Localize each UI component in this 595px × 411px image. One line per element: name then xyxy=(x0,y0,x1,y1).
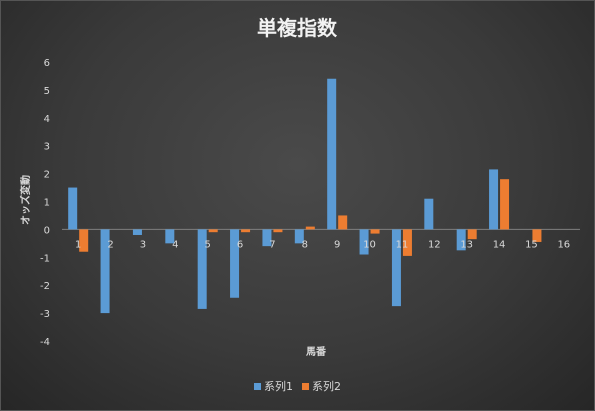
x-tick-label: 8 xyxy=(302,239,308,250)
x-tick-label: 10 xyxy=(363,239,376,250)
bar-series2-cat-5 xyxy=(208,229,218,233)
x-axis-title: 馬番 xyxy=(306,345,327,358)
y-tick-label: 1 xyxy=(44,198,50,209)
bar-series1-cat-9 xyxy=(327,78,337,230)
bar-series2-cat-9 xyxy=(338,215,348,230)
x-tick-label: 9 xyxy=(334,239,340,250)
y-tick-labels: 6 5 4 3 2 1 0 -1 -2 -3 -4 xyxy=(40,58,50,348)
y-tick-label: 2 xyxy=(44,170,50,181)
chart-title: 単複指数 xyxy=(257,16,338,40)
x-tick-label: 12 xyxy=(428,239,441,250)
y-tick-label: 0 xyxy=(44,225,50,236)
legend: 系列1 系列2 xyxy=(254,379,341,393)
bar-series2-cat-10 xyxy=(370,229,380,234)
x-tick-label: 3 xyxy=(140,239,146,250)
y-tick-label: 3 xyxy=(44,142,50,153)
bar-series1-cat-8 xyxy=(294,229,304,244)
bar-series1-cat-1 xyxy=(68,187,78,230)
bar-series1-cat-6 xyxy=(230,229,240,298)
bar-series1-cat-12 xyxy=(424,198,434,230)
bar-series2-cat-11 xyxy=(402,229,412,256)
legend-label-series1: 系列1 xyxy=(264,379,293,393)
x-tick-label: 13 xyxy=(460,239,473,250)
bar-series1-cat-14 xyxy=(489,169,499,230)
x-tick-label: 5 xyxy=(205,239,211,250)
legend-label-series2: 系列2 xyxy=(312,379,341,393)
legend-swatch-series2 xyxy=(302,383,309,390)
x-tick-label: 2 xyxy=(107,239,113,250)
x-tick-label: 7 xyxy=(269,239,275,250)
x-tick-label: 1 xyxy=(75,239,81,250)
bar-series1-cat-5 xyxy=(197,229,207,309)
bar-series1-cat-10 xyxy=(359,229,369,255)
y-tick-label: 5 xyxy=(44,86,50,97)
y-tick-label: -1 xyxy=(40,253,50,264)
bar-series1-cat-7 xyxy=(262,229,272,247)
bar-series2-cat-7 xyxy=(273,229,283,233)
y-tick-label: -2 xyxy=(40,281,50,292)
x-tick-label: 15 xyxy=(525,239,538,250)
bar-series2-cat-8 xyxy=(305,226,315,230)
bar-series1-cat-11 xyxy=(391,229,401,307)
y-tick-label: 6 xyxy=(44,58,50,69)
x-tick-labels: 1 2 3 4 5 6 7 8 9 10 11 12 13 14 15 16 xyxy=(75,239,570,250)
bar-series2-cat-1 xyxy=(79,229,89,252)
legend-swatch-series1 xyxy=(254,383,261,390)
y-axis-title: オッズ変動 xyxy=(19,175,32,225)
bar-series2-cat-6 xyxy=(241,229,251,233)
y-tick-label: -4 xyxy=(40,337,50,348)
bar-series2-cat-14 xyxy=(500,179,510,230)
bar-series1-cat-4 xyxy=(165,229,175,244)
x-tick-label: 6 xyxy=(237,239,243,250)
y-tick-label: -3 xyxy=(40,309,50,320)
bar-series1-cat-13 xyxy=(456,229,466,251)
x-tick-label: 4 xyxy=(172,239,178,250)
bar-series1-cat-3 xyxy=(132,229,142,235)
bar-series2-cat-15 xyxy=(532,229,542,242)
x-tick-label: 11 xyxy=(396,239,409,250)
x-tick-label: 16 xyxy=(557,239,570,250)
bar-series1-cat-2 xyxy=(100,229,110,314)
bars-group xyxy=(68,78,542,314)
bar-series2-cat-13 xyxy=(467,229,477,240)
y-tick-label: 4 xyxy=(44,114,50,125)
x-tick-label: 14 xyxy=(493,239,506,250)
